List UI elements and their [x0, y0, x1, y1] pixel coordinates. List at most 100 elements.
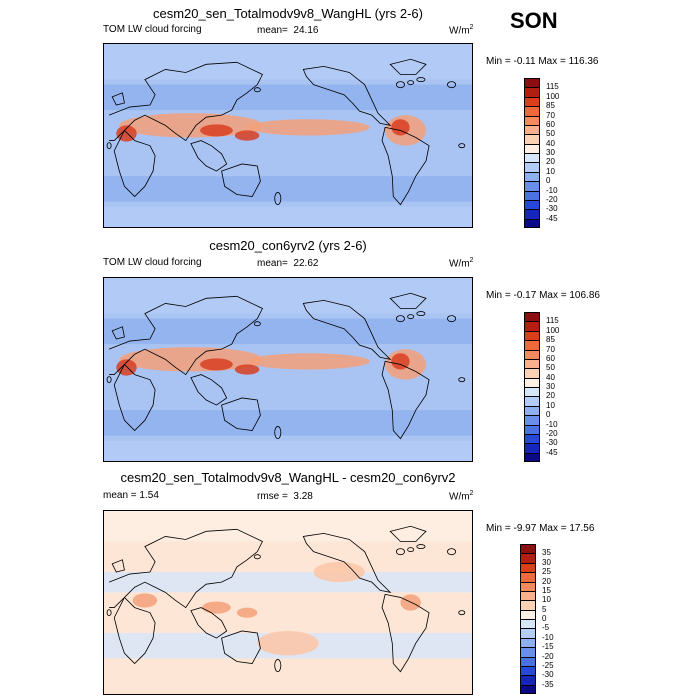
panel-1-minmax: Min = -0.11 Max = 116.36 [486, 56, 599, 67]
colorbar-box [524, 415, 540, 425]
colorbar-box [520, 553, 536, 563]
colorbar-box [520, 665, 536, 676]
island-coastline [416, 544, 426, 550]
colorbar-label: 10 [546, 166, 555, 176]
colorbar-box [520, 590, 536, 601]
colorbar-label: 100 [546, 91, 560, 101]
coastline [389, 292, 427, 309]
colorbar-box [524, 452, 540, 462]
panel-3-colorbar: 35 30 25 20 15 10 5 0 -5 -10 -15 -20 -25 -30 -35 [520, 544, 580, 694]
coastline [302, 532, 392, 593]
world-map-svg [104, 278, 472, 461]
coastline [381, 593, 430, 673]
island-coastline [458, 143, 466, 149]
island-coastline [274, 192, 282, 206]
panel-3-left-label: mean = 1.54 [103, 490, 159, 501]
colorbar-box [524, 387, 540, 397]
panel-1-units: W/m2 [449, 24, 474, 37]
coastline [221, 630, 261, 664]
colorbar-box [520, 675, 536, 685]
island-coastline [106, 376, 112, 384]
colorbar-label: 85 [546, 335, 555, 345]
island-coastline [253, 87, 261, 93]
colorbar-label: -10 [546, 419, 558, 429]
island-coastline [274, 426, 282, 440]
colorbar-box [524, 330, 540, 341]
field-band [104, 318, 472, 345]
field-anomaly [391, 119, 410, 136]
field-band [104, 44, 472, 80]
colorbar-box [524, 153, 540, 163]
colorbar-box [524, 124, 540, 135]
island-coastline [395, 315, 405, 323]
colorbar-label: -10 [542, 632, 554, 642]
colorbar-label: 10 [546, 400, 555, 410]
field-anomaly [391, 353, 410, 370]
colorbar-box [524, 96, 540, 107]
field-anomaly [132, 593, 158, 608]
colorbar-box [524, 87, 540, 97]
colorbar-label: 0 [546, 176, 551, 186]
colorbar-box [524, 349, 540, 359]
panel-1-left-label: TOM LW cloud forcing [103, 24, 202, 35]
colorbar-box [524, 396, 540, 406]
field-anomaly [234, 130, 260, 141]
colorbar-label: 0 [546, 410, 551, 420]
field-band [104, 206, 472, 227]
colorbar-box [524, 443, 540, 453]
colorbar-box [524, 218, 540, 228]
colorbar-box [524, 171, 540, 182]
colorbar-box [524, 405, 540, 416]
colorbar-box [524, 433, 540, 444]
island-coastline [416, 77, 426, 83]
field-anomaly [200, 358, 233, 371]
coastline [190, 140, 228, 172]
colorbar-label: -30 [542, 670, 554, 680]
coastline [381, 360, 430, 440]
colorbar-box [524, 321, 540, 331]
colorbar-box [524, 106, 540, 116]
colorbar-label: -10 [546, 185, 558, 195]
colorbar-box [524, 115, 540, 125]
coastline [113, 596, 156, 665]
panel-1-title: cesm20_sen_Totalmodv9v8_WangHL (yrs 2-6) [153, 6, 423, 21]
panel-2-minmax: Min = -0.17 Max = 106.86 [486, 290, 600, 301]
colorbar-label: -35 [542, 679, 554, 689]
colorbar-label: 10 [542, 595, 551, 605]
colorbar-label: 20 [542, 576, 551, 586]
colorbar-label: 85 [546, 101, 555, 111]
colorbar-box [520, 684, 536, 694]
field-anomaly [313, 561, 365, 583]
colorbar-label: 50 [546, 129, 555, 139]
colorbar-label: 0 [542, 614, 547, 623]
colorbar-label: -5 [542, 623, 550, 633]
panel-2-colorbar: 115 100 85 70 60 50 40 30 20 10 0 -10 -20 -30 -45 [524, 312, 584, 462]
field-band [104, 278, 472, 314]
field-anomaly [202, 601, 231, 614]
panel-3-title: cesm20_sen_Totalmodv9v8_WangHL - cesm20_… [120, 470, 456, 485]
colorbar-label: 115 [546, 82, 559, 92]
colorbar-label: -20 [542, 651, 554, 661]
colorbar-box [520, 581, 536, 591]
panel-2-stat: mean= 22.62 [257, 258, 319, 269]
colorbar-box [520, 600, 536, 610]
island-coastline [407, 80, 415, 86]
colorbar-box [520, 609, 536, 619]
island-coastline [407, 314, 415, 320]
field-band [104, 572, 472, 593]
colorbar-box [524, 340, 540, 350]
panel-3-minmax: Min = -9.97 Max = 17.56 [486, 523, 595, 534]
field-band [104, 410, 472, 436]
colorbar-box [524, 377, 540, 387]
colorbar-label: 20 [546, 391, 555, 401]
coastline [221, 163, 261, 197]
field-band [104, 84, 472, 111]
colorbar-label: 20 [546, 157, 555, 167]
colorbar-box [524, 162, 540, 172]
colorbar-label: 50 [546, 363, 555, 373]
panel-2-title: cesm20_con6yrv2 (yrs 2-6) [209, 238, 367, 253]
coastline [111, 92, 125, 106]
colorbar-box [520, 628, 536, 638]
field-anomaly [247, 119, 370, 136]
colorbar-box [520, 562, 536, 573]
